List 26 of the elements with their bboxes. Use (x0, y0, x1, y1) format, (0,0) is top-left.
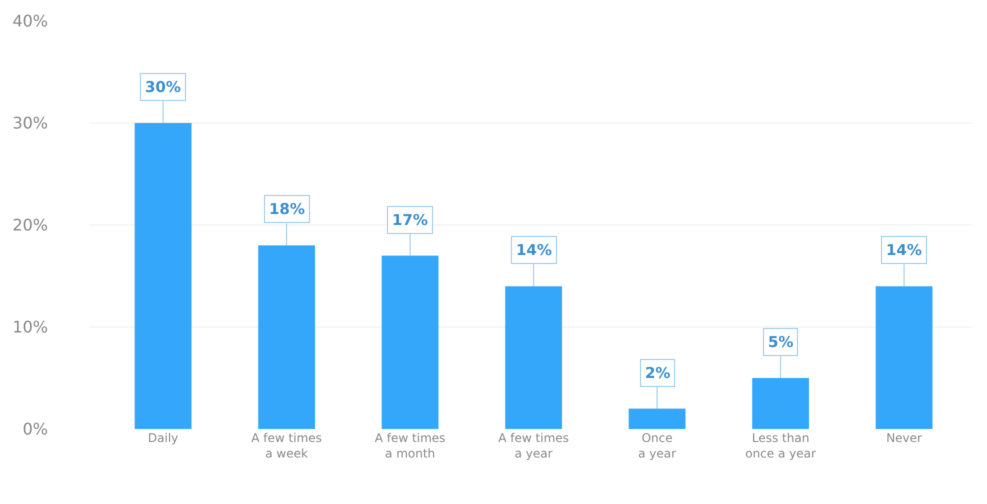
bar (628, 408, 686, 429)
data-label: 14% (516, 241, 552, 259)
y-tick-label: 40% (12, 12, 48, 31)
y-tick-label: 20% (12, 216, 48, 235)
y-tick-label: 30% (12, 114, 48, 133)
x-tick-label: Less than once a year (745, 431, 816, 461)
data-label: 30% (145, 78, 181, 96)
y-tick-label: 10% (12, 318, 48, 337)
data-label: 17% (392, 211, 428, 229)
data-label: 2% (645, 364, 670, 382)
bar (876, 286, 932, 429)
bar (752, 378, 809, 429)
data-label: 14% (886, 241, 922, 259)
x-tick-label: A few times a week (251, 431, 322, 461)
x-tick-label: Daily (148, 431, 178, 445)
x-tick-label: A few times a year (498, 431, 569, 461)
x-tick-label: Never (886, 431, 922, 445)
bar (258, 245, 315, 429)
y-tick-label: 0% (22, 420, 48, 439)
bar (134, 123, 192, 429)
x-tick-label: A few times a month (374, 431, 446, 461)
data-label: 18% (269, 200, 305, 218)
data-label: 5% (768, 333, 794, 351)
bar (505, 286, 562, 429)
x-tick-label: Once a year (638, 431, 676, 461)
bar (382, 256, 438, 429)
